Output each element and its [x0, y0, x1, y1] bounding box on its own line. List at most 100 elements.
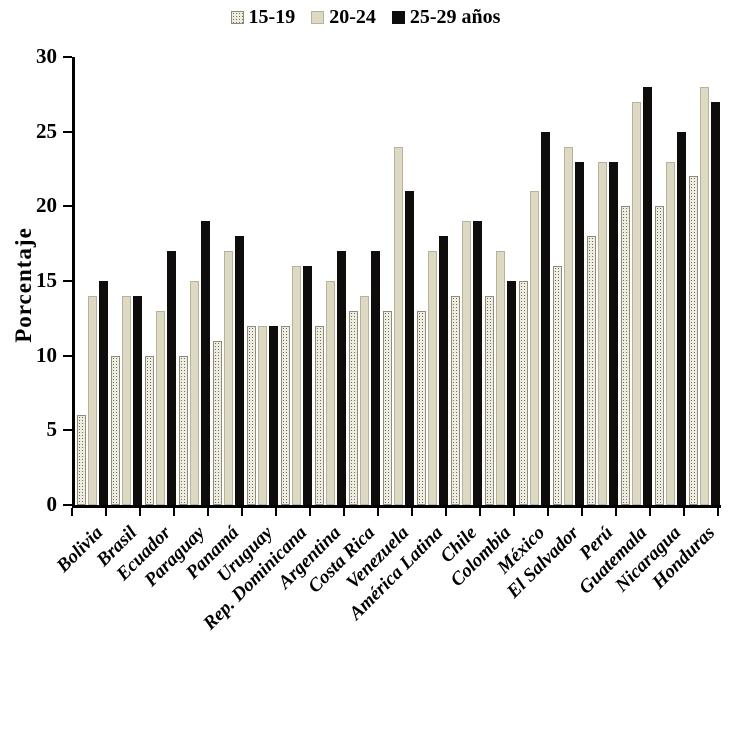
y-tick-label: 20	[36, 193, 57, 218]
x-tick-mark	[139, 508, 141, 516]
bar	[608, 162, 618, 505]
bar-group-paraguay	[177, 57, 211, 505]
x-tick-mark	[445, 508, 447, 516]
x-tick-mark	[581, 508, 583, 516]
bar	[166, 251, 176, 505]
x-tick-mark	[411, 508, 413, 516]
x-tick-mark	[683, 508, 685, 516]
bar	[87, 296, 97, 505]
bar	[427, 251, 437, 505]
bar	[144, 356, 154, 505]
y-tick-mark	[63, 504, 72, 506]
legend-label: 20-24	[329, 6, 376, 28]
bar-group-argentina	[313, 57, 347, 505]
x-tick-mark	[615, 508, 617, 516]
bar	[121, 296, 131, 505]
bar	[688, 176, 698, 505]
x-tick-mark	[377, 508, 379, 516]
bar	[314, 326, 324, 505]
x-tick-mark	[241, 508, 243, 516]
bar	[472, 221, 482, 505]
bar	[348, 311, 358, 505]
bar	[404, 191, 414, 505]
legend-item: 20-24	[311, 6, 376, 29]
bar	[631, 102, 641, 505]
x-tick-mark	[479, 508, 481, 516]
legend-swatch-icon	[391, 11, 405, 24]
bar-group-bolivia	[75, 57, 109, 505]
bar	[246, 326, 256, 505]
x-tick-mark	[343, 508, 345, 516]
x-tick-mark	[207, 508, 209, 516]
x-tick-mark	[71, 508, 73, 516]
y-tick-mark	[63, 280, 72, 282]
bar	[506, 281, 516, 505]
y-tick-label: 30	[36, 44, 57, 68]
bar	[563, 147, 573, 505]
bar	[710, 102, 720, 505]
bar	[76, 415, 86, 505]
bar-group-guatemala	[619, 57, 653, 505]
y-tick-mark	[63, 205, 72, 208]
bar	[450, 296, 460, 505]
bar	[518, 281, 528, 505]
bar	[495, 251, 505, 505]
bar	[529, 191, 539, 505]
bar	[302, 266, 312, 505]
bar	[291, 266, 301, 505]
legend-swatch-icon	[311, 11, 325, 24]
bar	[416, 311, 426, 505]
bar	[654, 206, 664, 505]
bar-group-nicaragua	[653, 57, 687, 505]
bar	[370, 251, 380, 505]
bar	[597, 162, 607, 505]
bar	[336, 251, 346, 505]
bar	[586, 236, 596, 505]
bar-group-chile	[449, 57, 483, 505]
bar	[132, 296, 142, 505]
y-tick-mark	[63, 56, 72, 58]
bar-group-per-	[585, 57, 619, 505]
y-tick-label: 10	[36, 342, 57, 367]
legend-label: 15-19	[248, 6, 296, 28]
y-tick-mark	[63, 354, 72, 357]
bar	[223, 251, 233, 505]
bar	[665, 162, 675, 505]
legend-label: 25-29 años	[409, 6, 501, 28]
bar-group-brasil	[109, 57, 143, 505]
bar	[620, 206, 630, 505]
bar	[438, 236, 448, 505]
x-tick-mark	[513, 508, 515, 516]
bar	[268, 326, 278, 505]
bar	[189, 281, 199, 505]
bar	[234, 236, 244, 505]
bar	[110, 356, 120, 505]
bar-group-m-xico	[517, 57, 551, 505]
x-tick-mark	[173, 508, 175, 516]
y-tick-mark	[63, 429, 72, 432]
bar	[178, 356, 188, 505]
bar-group-el-salvador	[551, 57, 585, 505]
bar-group-am-rica-latina	[415, 57, 449, 505]
y-tick-mark	[63, 130, 72, 133]
bar	[382, 311, 392, 505]
x-tick-mark	[649, 508, 651, 516]
x-tick-mark	[309, 508, 311, 516]
bar	[574, 162, 584, 505]
bar-group-costa-rica	[347, 57, 381, 505]
bar-group-colombia	[483, 57, 517, 505]
y-tick-label: 5	[46, 417, 58, 442]
plot-area	[72, 57, 721, 508]
bar	[98, 281, 108, 505]
legend-swatch-icon	[230, 11, 244, 24]
legend-item: 25-29 años	[391, 6, 501, 29]
y-tick-label: 25	[36, 118, 57, 143]
legend-item: 15-19	[230, 6, 296, 29]
bar	[642, 87, 652, 505]
y-tick-label: 0	[46, 492, 58, 516]
bar	[155, 311, 165, 505]
bar	[676, 132, 686, 505]
legend: 15-19 20-24 25-29 años	[0, 6, 731, 29]
bar	[280, 326, 290, 505]
